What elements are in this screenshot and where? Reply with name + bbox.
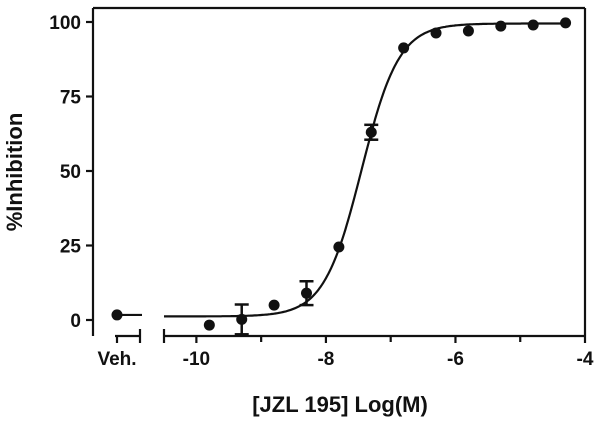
y-tick-label: 50 xyxy=(60,162,81,183)
data-point xyxy=(236,313,248,325)
data-point xyxy=(300,287,312,299)
data-point xyxy=(268,299,280,311)
y-tick-label: 0 xyxy=(70,311,81,332)
y-axis-label: %Inhibition xyxy=(2,113,27,232)
data-point xyxy=(560,17,572,29)
y-tick-label: 25 xyxy=(60,237,82,258)
y-tick-label: 75 xyxy=(60,88,82,109)
x-axis-label: [JZL 195] Log(M) xyxy=(252,392,428,417)
data-point xyxy=(365,126,377,138)
fit-curve xyxy=(164,22,569,318)
data-marks xyxy=(111,17,572,336)
x-tick-label: -10 xyxy=(183,349,210,370)
vehicle-point xyxy=(111,309,123,321)
x-tick-label: -4 xyxy=(577,349,594,370)
y-tick-label: 100 xyxy=(49,13,81,34)
data-point xyxy=(398,42,410,54)
data-point xyxy=(495,20,507,32)
data-point xyxy=(203,319,215,331)
x-tick-label: -8 xyxy=(317,349,334,370)
data-point xyxy=(462,25,474,37)
axes: Veh. -10 -8 -6 -4 0 25 50 75 100 xyxy=(49,6,594,370)
x-tick-label: -6 xyxy=(447,349,464,370)
data-point xyxy=(333,241,345,253)
x-tick-label-veh: Veh. xyxy=(97,349,136,370)
data-point xyxy=(430,27,442,39)
data-point xyxy=(527,19,539,31)
